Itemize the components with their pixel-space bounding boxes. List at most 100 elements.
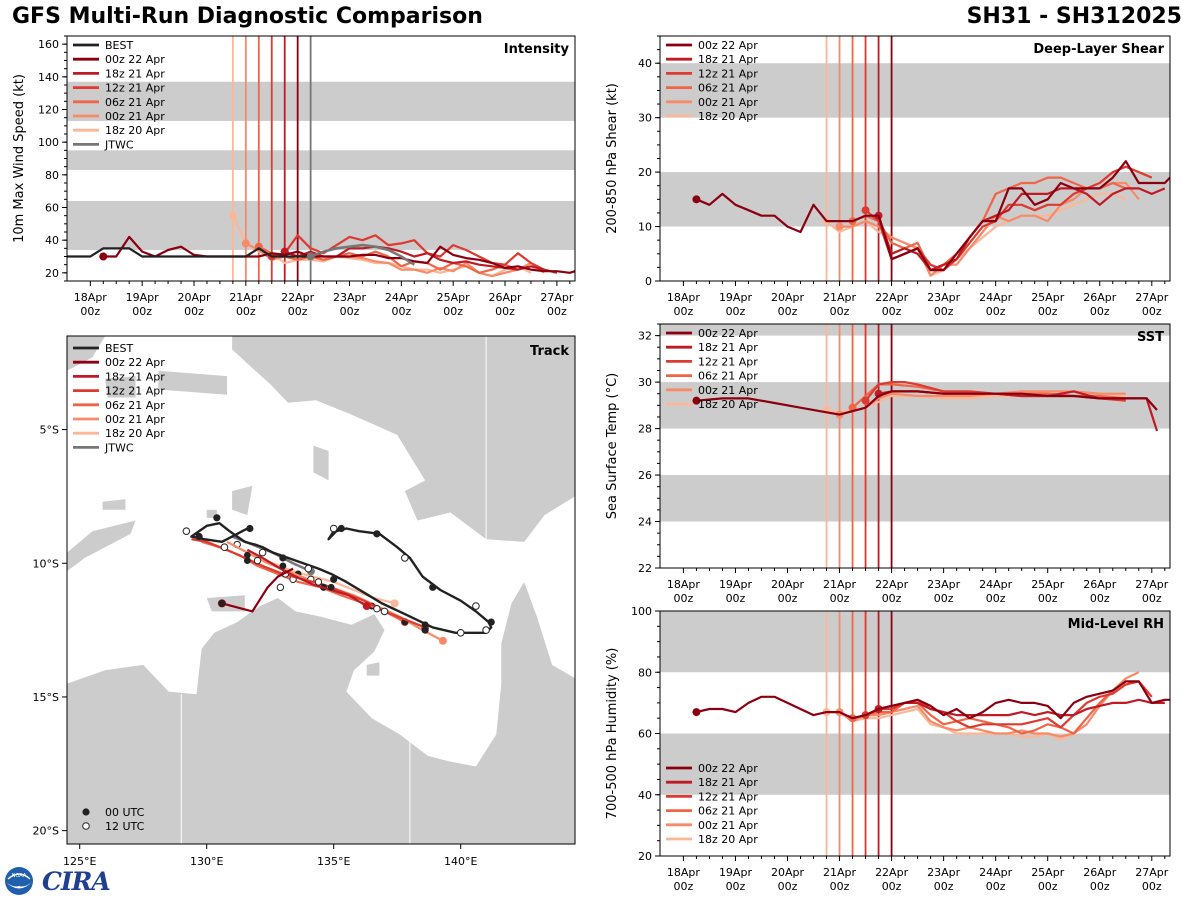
x-tick-label: 20Apr <box>771 291 805 304</box>
best-utc00-marker <box>246 524 254 533</box>
x-tick-sublabel: 00z <box>778 592 798 605</box>
legend-label: 06z 21 Apr <box>698 805 758 818</box>
land-mass <box>105 376 136 398</box>
legend-label: JTWC <box>104 138 134 151</box>
y-tick-label: 22 <box>638 562 652 575</box>
legend-label: 18z 20 Apr <box>698 833 758 846</box>
legend-label: 00 UTC <box>105 806 145 819</box>
legend-label: 00z 21 Apr <box>698 384 758 397</box>
y-tick-label: 20 <box>638 850 652 863</box>
x-tick-sublabel: 00z <box>934 305 954 318</box>
utc00-marker <box>243 551 251 559</box>
utc12-marker <box>373 605 381 613</box>
x-tick-sublabel: 00z <box>986 880 1006 893</box>
x-tick-label: 21Apr <box>823 291 857 304</box>
legend-label: 18z 21 Apr <box>698 341 758 354</box>
x-tick-sublabel: 00z <box>726 880 746 893</box>
best-track-line <box>67 247 311 258</box>
best-utc12-marker <box>380 607 389 616</box>
legend-label: 06z 21 Apr <box>698 82 758 95</box>
storm-id: SH31 - SH312025 <box>966 4 1182 29</box>
series-line <box>878 698 1165 717</box>
best-utc12-marker <box>472 602 480 610</box>
panel-rh: 2040608010018Apr00z19Apr00z20Apr00z21Apr… <box>605 605 1171 893</box>
legend-label: 12z 21 Apr <box>698 67 758 80</box>
x-tick-sublabel: 00z <box>778 305 798 318</box>
init-point <box>861 206 870 215</box>
svg-text:NOAA: NOAA <box>12 873 27 879</box>
legend-label: 18z 21 Apr <box>698 776 758 789</box>
x-tick-label: 23Apr <box>333 291 367 304</box>
y-tick-label: 40 <box>638 789 652 802</box>
panel-shear: 01020304018Apr00z19Apr00z20Apr00z21Apr00… <box>605 35 1171 318</box>
shade-band <box>660 733 1170 795</box>
legend-label: 00z 21 Apr <box>105 110 165 123</box>
x-tick-label: 18Apr <box>74 291 108 304</box>
legend-label: 00z 21 Apr <box>698 819 758 832</box>
plot-area <box>67 36 575 281</box>
y-axis-label: 10m Max Wind Speed (kt) <box>12 74 27 243</box>
legend-label: 18z 20 Apr <box>698 398 758 411</box>
best-utc00-marker <box>279 554 287 562</box>
land-mass <box>67 520 136 572</box>
utc12-marker <box>276 583 285 592</box>
y-tick-label: 10 <box>638 221 652 234</box>
series-line <box>838 671 1140 738</box>
x-tick-label: 20Apr <box>771 578 805 591</box>
best-utc12-marker <box>220 543 229 552</box>
y-tick-label: 80 <box>45 169 59 182</box>
utc00-marker <box>218 599 226 607</box>
x-tick-label: 18Apr <box>667 866 701 879</box>
y-tick-label: 24 <box>638 516 652 529</box>
legend-label: BEST <box>105 39 133 52</box>
x-tick-label: 135°E <box>317 855 350 868</box>
x-tick-sublabel: 00z <box>1142 592 1162 605</box>
x-tick-label: 19Apr <box>126 291 160 304</box>
best-utc00-marker <box>373 530 381 538</box>
legend-label: BEST <box>105 342 133 355</box>
y-tick-label: 0 <box>645 275 652 288</box>
x-tick-sublabel: 00z <box>882 592 902 605</box>
shade-band <box>67 81 575 121</box>
x-tick-label: 27Apr <box>540 291 574 304</box>
init-point <box>228 211 237 220</box>
series-line <box>825 192 1127 277</box>
init-point <box>692 396 701 405</box>
init-point <box>241 239 250 248</box>
best-utc00-marker <box>195 532 203 541</box>
best-utc12-marker <box>456 628 465 637</box>
legend-label: 00z 21 Apr <box>698 96 758 109</box>
y-tick-label: 20 <box>45 267 59 280</box>
x-tick-label: 22Apr <box>281 291 315 304</box>
y-tick-label: 80 <box>638 666 652 679</box>
best-utc12-marker <box>401 554 409 562</box>
x-tick-label: 27Apr <box>1135 866 1169 879</box>
best-utc00-marker <box>429 583 437 591</box>
utc00-marker <box>243 557 251 564</box>
y-axis-label: 700-500 hPa Humidity (%) <box>605 648 620 820</box>
x-tick-label: 25Apr <box>1031 866 1065 879</box>
legend-label: 12z 21 Apr <box>698 355 758 368</box>
best-utc12-marker <box>304 564 313 573</box>
shade-band <box>660 611 1170 673</box>
series-line <box>696 390 1158 416</box>
y-tick-label: 30 <box>638 376 652 389</box>
x-tick-sublabel: 00z <box>495 305 515 318</box>
shade-band <box>660 382 1170 429</box>
init-point <box>692 195 701 204</box>
x-tick-label: 25Apr <box>1031 291 1065 304</box>
x-tick-sublabel: 00z <box>1038 305 1058 318</box>
x-tick-sublabel: 00z <box>1142 880 1162 893</box>
legend-label: 00z 22 Apr <box>105 356 165 369</box>
utc00-marker <box>327 583 335 591</box>
legend-label: 06z 21 Apr <box>698 370 758 383</box>
x-tick-sublabel: 00z <box>986 305 1006 318</box>
y-tick-label: 32 <box>638 330 652 343</box>
y-tick-label: 15°S <box>33 691 59 704</box>
x-tick-label: 26Apr <box>1083 291 1117 304</box>
legend-label: 18z 21 Apr <box>698 53 758 66</box>
y-tick-label: 120 <box>38 104 59 117</box>
best-track <box>190 521 493 634</box>
y-tick-label: 20 <box>638 166 652 179</box>
